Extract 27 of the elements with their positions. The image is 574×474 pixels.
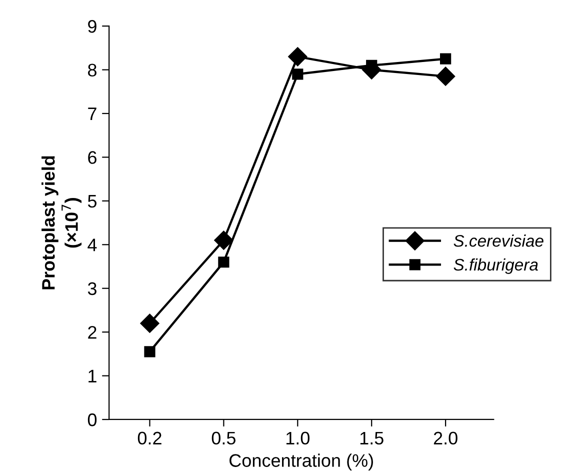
y-tick-label: 1 xyxy=(88,370,96,382)
point xyxy=(214,230,234,250)
y-tick-label: 9 xyxy=(88,20,96,33)
point xyxy=(218,256,230,268)
point xyxy=(288,47,308,66)
x-tick-label: 1.0 xyxy=(286,432,310,445)
y-tick-label: 4 xyxy=(88,238,97,252)
point xyxy=(140,314,160,333)
y-tick-label: 5 xyxy=(88,195,96,208)
y-tick-label: 6 xyxy=(88,151,96,164)
legend-label: S.cerevisiae xyxy=(454,234,544,247)
x-axis-title: Concentration (%) xyxy=(230,454,373,471)
y-axis-title: Protoplast yield (×10$^{7}$) xyxy=(42,156,82,290)
x-tick-label: 2.0 xyxy=(434,432,458,445)
y-tick-label: 3 xyxy=(88,282,96,296)
y-tick-label: 8 xyxy=(88,64,96,77)
y-tick-label: 2 xyxy=(88,326,96,339)
point xyxy=(436,66,456,86)
point xyxy=(440,53,452,64)
point xyxy=(144,346,156,358)
legend-label: S.fiburigera xyxy=(454,258,538,274)
x-tick-label: 1.5 xyxy=(360,432,384,445)
x-tick-label: 0.2 xyxy=(138,432,162,445)
y-tick-label: 7 xyxy=(88,108,96,120)
point xyxy=(292,68,304,80)
y-tick-label: 0 xyxy=(88,413,97,426)
x-tick-label: 0.5 xyxy=(212,432,236,445)
